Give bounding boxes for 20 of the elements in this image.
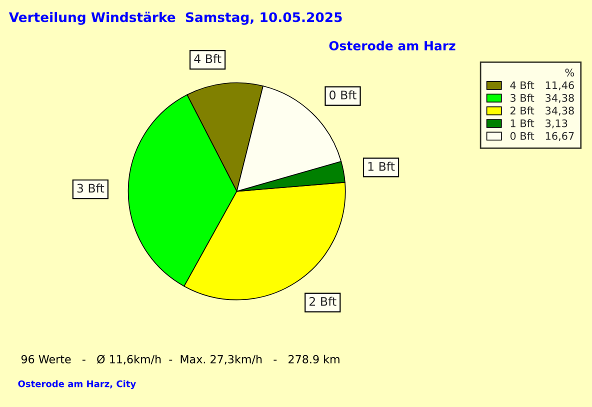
data-label: 34,38 [546,94,574,103]
data-label: 16,67 [546,132,574,141]
chart-subtitle: Osterode am Harz [329,40,456,50]
text: Osterode am Harz, City [18,380,136,390]
slice-label: 1 Bft [368,162,395,171]
slice-label: 0 Bft [330,90,356,100]
slice-label: 3 Bft [77,184,104,193]
legend-label: 4 Bft [510,81,534,90]
data-label: 3,13 [546,119,568,128]
legend-label: 0 Bft [510,132,534,140]
legend-title: % [565,68,574,76]
legend-label: 3 Bft [510,94,534,102]
data-label: 34,38 [546,106,574,116]
chart-title: Verteilung Windstärke Samstag, 10.05.2025 [8,12,342,25]
text: 96 Werte - Ø 11,6km/h - Max. 27,3km/h - 278.9 km [21,354,340,365]
legend-label: 1 Bft [510,119,534,128]
data-label: 11,46 [546,81,574,90]
legend-label: 2 Bft [510,106,534,114]
slice-label: 4 Bft [194,54,222,64]
slice-label: 2 Bft [310,296,336,306]
